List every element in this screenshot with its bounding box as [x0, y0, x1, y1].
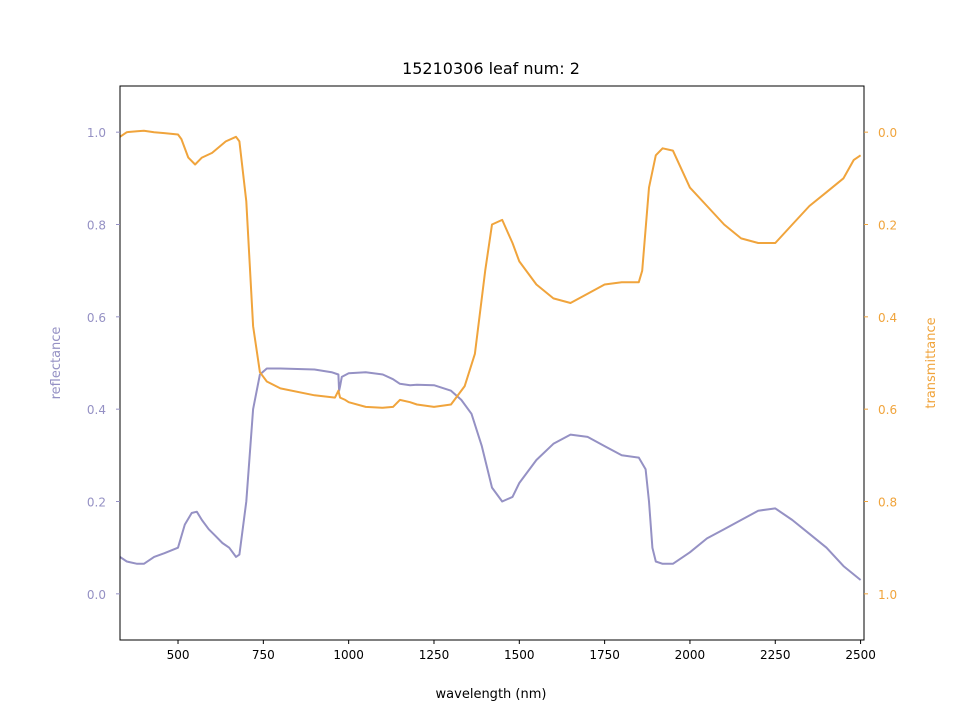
y-right-tick-label: 0.2 — [878, 219, 897, 233]
y-left-tick-label: 0.2 — [87, 496, 106, 510]
x-tick-label: 2250 — [760, 648, 791, 662]
y-left-tick-label: 0.0 — [87, 588, 106, 602]
y-axis-right-label: transmittance — [924, 317, 939, 408]
y-axis-right: 0.0 0.2 0.4 0.6 0.8 1.0 — [864, 126, 897, 602]
x-tick-label: 500 — [167, 648, 190, 662]
y-axis-left: 0.0 0.2 0.4 0.6 0.8 1.0 — [87, 126, 120, 602]
x-tick-label: 1000 — [333, 648, 364, 662]
x-tick-label: 1500 — [504, 648, 535, 662]
y-left-tick-label: 0.8 — [87, 219, 106, 233]
plot-area — [119, 129, 862, 581]
y-right-tick-label: 0.4 — [878, 311, 897, 325]
y-right-tick-label: 1.0 — [878, 588, 897, 602]
reflectance-series-line — [119, 367, 862, 581]
y-left-tick-label: 0.4 — [87, 403, 106, 417]
y-left-tick-label: 1.0 — [87, 126, 106, 140]
y-right-tick-label: 0.8 — [878, 496, 897, 510]
x-tick-label: 2000 — [675, 648, 706, 662]
x-axis: 500 750 1000 1250 1500 1750 2000 2250 2500 — [167, 640, 876, 662]
transmittance-series-line — [119, 129, 862, 409]
x-tick-label: 1250 — [419, 648, 450, 662]
y-right-tick-label: 0.6 — [878, 403, 897, 417]
plot-frame — [119, 85, 865, 641]
x-tick-label: 750 — [252, 648, 275, 662]
x-tick-label: 1750 — [589, 648, 620, 662]
y-axis-left-label: reflectance — [49, 327, 64, 400]
y-left-tick-label: 0.6 — [87, 311, 106, 325]
y-right-tick-label: 0.0 — [878, 126, 897, 140]
chart-title: 15210306 leaf num: 2 — [402, 59, 580, 78]
x-axis-label: wavelength (nm) — [436, 687, 547, 702]
x-tick-label: 2500 — [845, 648, 876, 662]
